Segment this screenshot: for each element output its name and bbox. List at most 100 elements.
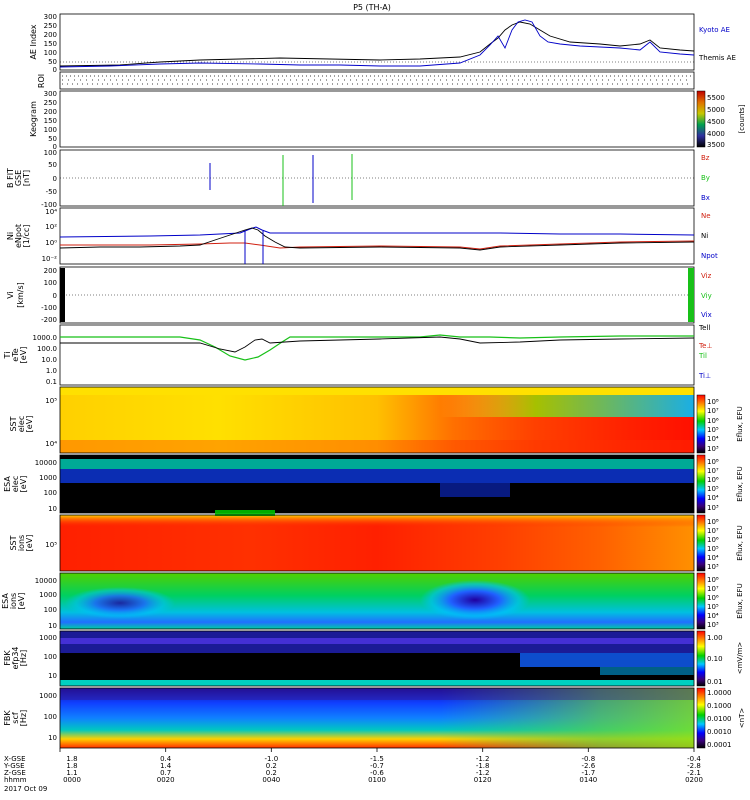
esa-ion-ytick: 10000: [35, 577, 57, 585]
esa-ion-cb-tick: 10⁷: [707, 585, 719, 593]
fbk-bfield-ylabel: FBK: [3, 710, 12, 726]
ae-ylabel: AE Index: [29, 24, 38, 59]
keogram-ytick: 250: [44, 99, 57, 107]
time-row-label: hhmm: [4, 776, 27, 784]
density-ytick: 10⁴: [45, 208, 57, 216]
ephemeris-value: -0.4: [687, 755, 701, 763]
temperature-ylabel2: eTe: [11, 348, 20, 361]
keogram-cb-tick: 5000: [707, 106, 725, 114]
time-tick-label: 0040: [262, 776, 280, 784]
ephemeris-value: -1.7: [581, 769, 595, 777]
panel-density: [59, 207, 695, 265]
bfield-ytick: -100: [41, 201, 57, 209]
ae-ytick: 250: [44, 22, 57, 30]
keogram-colorbar: [696, 90, 706, 148]
esa-electron-ytick: 10: [48, 505, 57, 513]
ygse-row-label: Y-GSE: [3, 762, 25, 770]
esa-ion-unit: [eV]: [17, 593, 26, 610]
bfield-ylabel: B FIT: [6, 168, 15, 188]
esa-electron-cb-label: Eflux, EFU: [736, 466, 744, 501]
esa-electron-colorbar: [696, 454, 706, 514]
sst-ion-cb-tick: 10⁶: [707, 536, 719, 544]
time-tick-label: 0200: [685, 776, 703, 784]
fbk-bfield-colorbar: [696, 687, 706, 749]
sst-electron-ytick: 10⁴: [45, 440, 57, 448]
legend-npot: Npot: [701, 252, 718, 260]
legend-vix: Vix: [701, 311, 712, 319]
fbk-bfield-ytick: 100: [44, 713, 57, 721]
esa-ion-ylabel: ESA: [1, 593, 10, 609]
legend-viy: Viy: [701, 292, 712, 300]
fbk-bfield-ylabel2: scf: [11, 712, 20, 724]
legend-kyoto-ae: Kyoto AE: [699, 26, 730, 34]
ne-series: [60, 240, 695, 250]
ephemeris-value: -2.6: [581, 762, 595, 770]
fbk-bfield-ytick: 10: [48, 734, 57, 742]
xgse-row-label: X-GSE: [4, 755, 26, 763]
ephemeris-value: -0.6: [370, 769, 384, 777]
fbk-efield-cb-tick: 0.10: [707, 655, 723, 663]
te-parallel-series: [60, 336, 695, 353]
sst-electron-cb-tick: 10⁷: [707, 407, 719, 415]
ae-ytick: 100: [44, 49, 57, 57]
ae-ytick: 200: [44, 31, 57, 39]
temperature-ytick: 100.0: [37, 345, 57, 353]
sst-electron-cb-tick: 10⁸: [707, 398, 719, 406]
esa-electron-cb-tick: 10⁴: [707, 494, 719, 502]
ti-parallel-series: [60, 334, 694, 361]
sst-ion-colorbar: [696, 514, 706, 572]
legend-bz: Bz: [701, 154, 710, 162]
panel-fbk-bfield: [59, 687, 706, 749]
keogram-cb-label: [counts]: [738, 104, 746, 133]
sst-electron-ylabel2: elec: [17, 416, 26, 432]
sst-electron-unit: [eV]: [25, 416, 34, 433]
esa-electron-spectrogram: [60, 459, 694, 469]
esa-ion-ytick: 1000: [39, 591, 57, 599]
ephemeris-value: -0.8: [581, 755, 595, 763]
panel-bfield: [59, 149, 695, 207]
keogram-ytick: 0: [53, 143, 57, 151]
temperature-ytick: 0.1: [46, 378, 57, 386]
fbk-efield-colorbar: [696, 630, 706, 687]
keogram-ytick: 50: [48, 135, 57, 143]
velocity-ytick: 0: [53, 292, 57, 300]
sst-ion-ylabel2: ions: [17, 535, 26, 551]
bfield-ytick: 50: [48, 161, 57, 169]
keogram-ylabel: Keogram: [29, 101, 38, 137]
esa-electron-cb-tick: 10⁶: [707, 476, 719, 484]
sst-ion-cb-tick: 10⁵: [707, 545, 719, 553]
fbk-bfield-cb-label: <nT>: [738, 708, 746, 729]
legend-by: By: [701, 174, 710, 182]
panel-velocity: [59, 266, 695, 324]
sst-ion-cb-tick: 10⁴: [707, 554, 719, 562]
sst-electron-cb-tick: 10³: [707, 445, 719, 453]
fbk-efield-unit: [Hz]: [19, 650, 28, 666]
legend-themis-ae: Themis AE: [698, 54, 736, 62]
legend-viz: Viz: [701, 272, 712, 280]
bfield-ytick: 0: [53, 175, 57, 183]
fbk-bfield-cb-tick: 1.0000: [707, 689, 732, 697]
npot-series: [59, 226, 695, 238]
ephemeris-value: 0.2: [266, 769, 277, 777]
esa-ion-ylabel2: ions: [9, 593, 18, 609]
legend-ti-perp: Ti⊥: [698, 372, 711, 380]
density-ytick: 10⁰: [45, 239, 57, 247]
esa-electron-unit: [eV]: [19, 476, 28, 493]
ephemeris-value: 0.7: [160, 769, 171, 777]
velocity-ytick: -200: [41, 316, 57, 324]
temperature-ytick: 10.0: [41, 356, 57, 364]
temperature-ytick: 1.0: [46, 367, 57, 375]
esa-ion-cb-tick: 10⁶: [707, 594, 719, 602]
sst-electron-cb-tick: 10⁴: [707, 435, 719, 443]
ephemeris-value: 1.8: [66, 755, 77, 763]
bfield-ytick: -50: [46, 188, 57, 196]
sst-ion-unit: [eV]: [25, 535, 34, 552]
keogram-ytick: 200: [44, 108, 57, 116]
esa-ion-cb-tick: 10³: [707, 621, 719, 629]
esa-ion-ytick: 10: [48, 622, 57, 630]
sst-electron-ytick: 10⁵: [45, 397, 57, 405]
keogram-cb-tick: 5500: [707, 94, 725, 102]
density-ylabel: Ni: [6, 232, 15, 240]
panel-fbk-efield: [59, 630, 706, 687]
